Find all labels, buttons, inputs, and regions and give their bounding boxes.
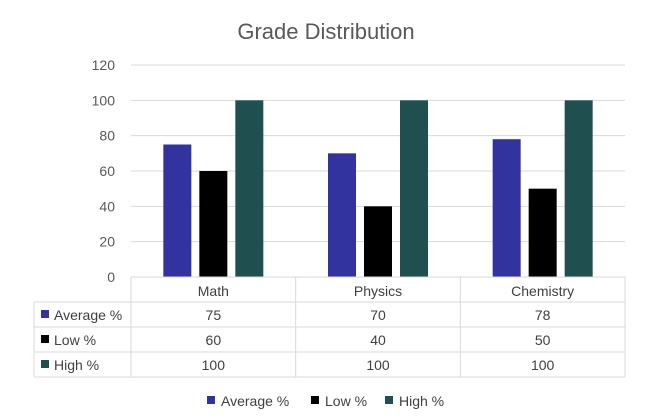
series-name: Average % (54, 307, 122, 323)
y-tick-label: 80 (99, 128, 115, 144)
series-name: High % (54, 357, 99, 373)
y-axis-ticks: 0 20 40 60 80 100 120 (92, 57, 116, 285)
category-label: Physics (354, 283, 402, 299)
y-tick-label: 120 (92, 57, 116, 73)
chart-title: Grade Distribution (237, 19, 414, 44)
bar (364, 206, 392, 277)
legend-swatch (311, 396, 319, 404)
data-label: 70 (370, 307, 386, 323)
legend-swatch (207, 396, 215, 404)
y-tick-label: 20 (99, 234, 115, 250)
bar (492, 139, 521, 277)
legend: Average % Low % High % (207, 393, 444, 409)
data-label: 75 (206, 307, 222, 323)
data-label: 78 (535, 307, 551, 323)
legend-label: Average % (221, 393, 289, 409)
bar (199, 171, 228, 277)
bar (564, 100, 593, 277)
series-key (41, 335, 49, 343)
legend-label: Low % (325, 393, 367, 409)
series-key (41, 360, 49, 368)
y-tick-label: 100 (92, 92, 116, 108)
bar (235, 100, 264, 277)
category-label: Math (198, 283, 229, 299)
series-key (41, 310, 49, 318)
data-label: 100 (531, 357, 555, 373)
bar (528, 188, 557, 277)
data-table: Math Physics Chemistry Average % 75 70 78 Low %… (33, 276, 626, 378)
y-tick-label: 40 (99, 198, 115, 214)
category-label: Chemistry (511, 283, 574, 299)
bar (328, 153, 356, 277)
data-label: 40 (370, 332, 386, 348)
data-label: 100 (366, 357, 390, 373)
bar (163, 144, 192, 277)
data-label: 50 (535, 332, 551, 348)
bar (400, 100, 428, 277)
y-tick-label: 60 (99, 163, 115, 179)
series-name: Low % (54, 332, 96, 348)
data-label: 60 (206, 332, 222, 348)
legend-label: High % (399, 393, 444, 409)
legend-swatch (385, 396, 393, 404)
y-tick-label: 0 (107, 269, 115, 285)
data-label: 100 (202, 357, 226, 373)
bars (163, 100, 593, 277)
